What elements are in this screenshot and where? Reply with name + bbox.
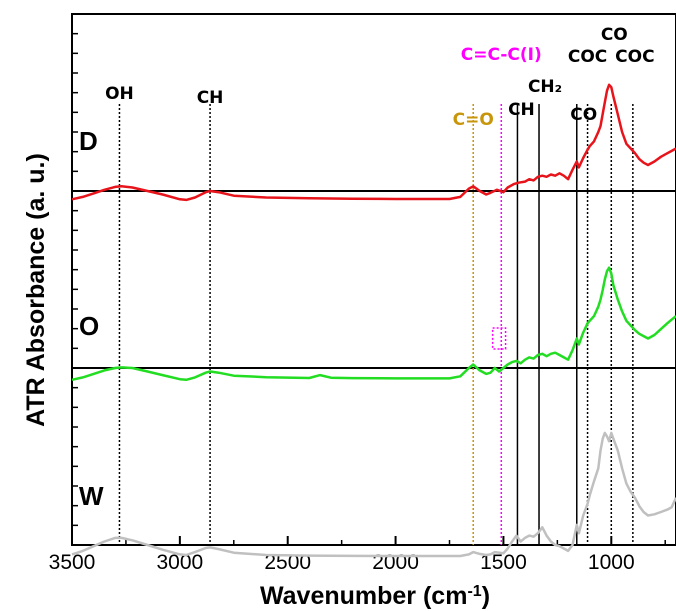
x-axis-title-superscript: -1 xyxy=(467,583,481,600)
x-axis-title: Wavenumber (cm-1) xyxy=(260,582,490,610)
highlight-box xyxy=(491,327,507,350)
x-tick-label: 3500 xyxy=(49,551,96,574)
panel-label-D: D xyxy=(79,126,98,156)
panel-label-W: W xyxy=(79,481,104,511)
band-label: C=O xyxy=(453,110,494,130)
band-label: CH xyxy=(508,100,535,120)
band-label: OH xyxy=(105,84,134,104)
x-tick-label: 2500 xyxy=(264,551,311,574)
band-label: CH xyxy=(197,88,224,108)
band-label: C=C-C(I) xyxy=(461,45,542,65)
plot-frame xyxy=(71,13,676,546)
x-tick-label: 3000 xyxy=(156,551,203,574)
x-axis-title-main: Wavenumber (cm xyxy=(260,582,467,610)
plot-area: 3500 3000 2500 2000 1500 1000 OH CH C=O C=C-C(I) C… xyxy=(49,13,676,574)
band-label: COC xyxy=(568,47,607,67)
panel-label-O: O xyxy=(79,311,99,341)
x-tick-label: 1000 xyxy=(588,551,635,574)
y-axis-title: ATR Absorbance (a. u.) xyxy=(22,153,50,427)
band-label: CO xyxy=(570,105,597,125)
x-axis-title-close: ) xyxy=(482,582,490,610)
band-label: CH₂ xyxy=(528,77,562,97)
band-label: CO xyxy=(601,25,628,45)
band-label: COC xyxy=(615,47,654,67)
series-line-D xyxy=(71,83,676,202)
series-line-O xyxy=(71,266,676,382)
x-tick-label: 2000 xyxy=(372,551,419,574)
x-tick-label: 1500 xyxy=(480,551,527,574)
series-line-W xyxy=(71,431,676,558)
